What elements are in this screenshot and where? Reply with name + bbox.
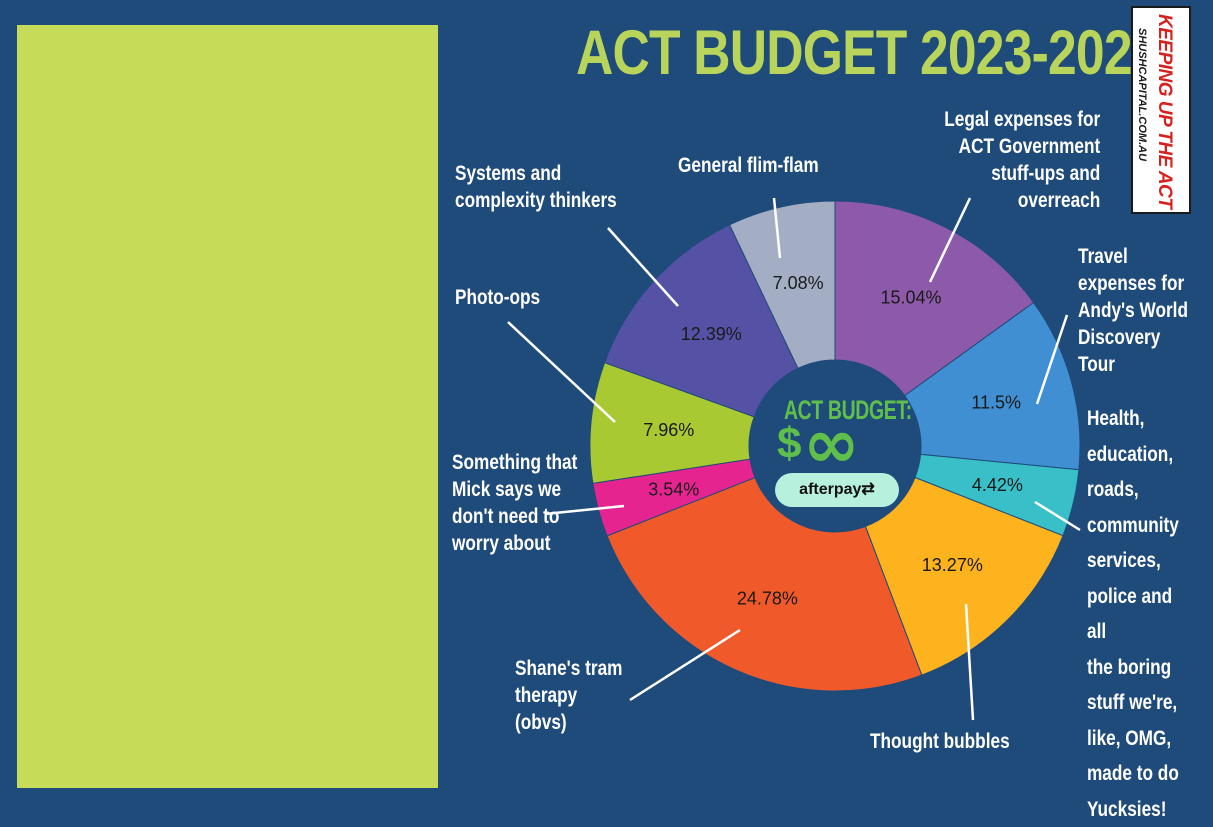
leader-line-8 [772, 197, 782, 259]
leader-line-3 [964, 603, 975, 721]
leader-line-0 [928, 197, 972, 283]
slice-7 [603, 224, 799, 418]
leader-line-2 [1034, 500, 1081, 532]
leader-line-7 [607, 227, 679, 307]
slice-label-4: Shane's tram therapy (obvs) [515, 657, 623, 734]
leader-line-6 [507, 321, 616, 423]
leader-lines [507, 197, 1081, 721]
slice-label-5: Something that Mick says we don't need t… [452, 451, 578, 555]
stamp-main-text: KEEPING UP THE ACT [1154, 14, 1175, 209]
slice-label-2: Health, education, roads, community serv… [1087, 407, 1179, 821]
slice-label-6: Photo-ops [455, 286, 541, 309]
slice-label-0: Legal expenses for ACT Government stuff-… [943, 108, 1100, 212]
value-labels: 15.04% 11.5% 4.42% 13.27% 24.78% 3.54% 7.96% 12… [643, 273, 1023, 609]
infinity-icon: ∞ [803, 405, 860, 484]
value-label-1: 11.5% [971, 392, 1021, 412]
value-label-0: 15.04% [880, 287, 941, 307]
donut-chart: 15.04% 11.5% 4.42% 13.27% 24.78% 3.54% 7.96% 12… [507, 197, 1081, 721]
center-title: ACT BUDGET: [784, 395, 912, 425]
lime-side-panel [17, 25, 438, 788]
afterpay-logo: afterpay⇄ [775, 473, 899, 507]
leader-line-5 [544, 504, 625, 516]
value-label-6: 7.96% [643, 420, 694, 440]
value-label-4: 24.78% [737, 589, 798, 609]
slice-label-8: General flim-flam [678, 154, 819, 177]
value-label-5: 3.54% [648, 480, 699, 500]
dollar-sign: $ [777, 419, 802, 468]
leader-line-4 [629, 628, 741, 702]
slice-label-1: Travel expenses for Andy's World Discove… [1078, 245, 1188, 376]
keeping-up-the-act-stamp: KEEPING UP THE ACT SHUSHCAPITAL.COM.AU [1131, 6, 1191, 214]
stamp-url-text: SHUSHCAPITAL.COM.AU [1136, 28, 1148, 162]
donut-slices [589, 200, 1081, 692]
value-label-7: 12.39% [681, 324, 742, 344]
value-label-2: 4.42% [972, 475, 1023, 495]
value-label-8: 7.08% [773, 273, 824, 293]
slice-label-3: Thought bubbles [870, 730, 1010, 753]
value-label-3: 13.27% [922, 555, 983, 575]
slice-label-7: Systems and complexity thinkers [455, 162, 617, 212]
center-badge: ACT BUDGET: $ ∞ afterpay⇄ [763, 393, 913, 523]
leader-line-1 [1035, 314, 1069, 405]
